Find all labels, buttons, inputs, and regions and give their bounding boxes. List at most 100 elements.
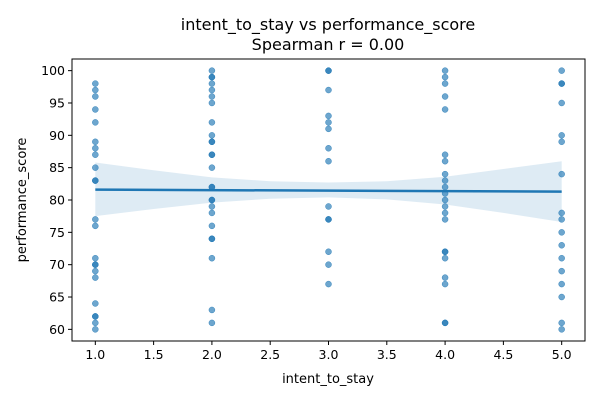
data-point: [558, 326, 565, 333]
data-point: [441, 196, 449, 204]
y-tick-label: 70: [49, 257, 65, 272]
data-point: [441, 170, 449, 178]
data-point: [441, 280, 449, 288]
data-point: [208, 67, 216, 74]
data-point: [208, 119, 216, 126]
data-point: [325, 67, 332, 74]
data-point: [92, 164, 99, 171]
data-point: [208, 222, 216, 230]
data-point: [558, 254, 565, 262]
data-point: [92, 261, 99, 268]
data-point: [558, 229, 565, 236]
data-point: [208, 209, 216, 217]
data-point: [441, 209, 449, 217]
data-point: [441, 216, 449, 223]
y-tick-label: 95: [49, 95, 65, 110]
y-tick-label: 100: [41, 63, 65, 78]
data-point: [92, 177, 99, 184]
data-point: [92, 267, 99, 275]
y-tick-label: 60: [49, 322, 65, 337]
data-point: [208, 73, 216, 81]
data-point: [208, 99, 216, 107]
data-point: [92, 80, 99, 87]
data-point: [325, 280, 332, 288]
data-point: [92, 86, 99, 94]
data-point: [208, 319, 216, 327]
data-point: [325, 145, 332, 152]
data-points: [92, 67, 565, 333]
data-point: [441, 248, 449, 255]
data-point: [441, 183, 449, 191]
data-point: [558, 280, 565, 288]
x-tick-label: 2.0: [202, 347, 222, 362]
data-point: [441, 106, 449, 113]
data-point: [441, 157, 449, 165]
data-point: [558, 80, 565, 87]
data-point: [325, 261, 332, 268]
data-point: [92, 319, 99, 327]
x-axis-ticks: 1.0 1.5 2.0 2.5 3.0 3.5 4.0 4.5 5.0: [85, 341, 572, 362]
regression-line-path: [95, 188, 562, 193]
data-point: [92, 222, 99, 230]
chart-title: intent_to_stay vs performance_score: [181, 15, 476, 35]
data-point: [208, 164, 216, 171]
x-axis-label: intent_to_stay: [282, 372, 374, 387]
data-point: [558, 216, 565, 223]
data-point: [558, 319, 565, 327]
data-point: [92, 274, 99, 281]
data-point: [441, 93, 449, 100]
x-tick-label: 3.0: [319, 347, 339, 362]
data-point: [208, 254, 216, 262]
y-tick-label: 85: [49, 160, 65, 175]
data-point: [325, 112, 332, 120]
data-point: [325, 203, 332, 210]
data-point: [441, 67, 449, 74]
data-point: [558, 209, 565, 217]
x-tick-label: 4.0: [435, 347, 455, 362]
data-point: [92, 313, 99, 320]
regression-line: [95, 188, 562, 193]
x-tick-label: 1.5: [144, 347, 164, 362]
data-point: [441, 319, 449, 327]
y-tick-label: 90: [49, 128, 65, 143]
data-point: [92, 326, 99, 333]
data-point: [441, 274, 449, 281]
data-point: [558, 99, 565, 107]
x-tick-label: 2.5: [260, 347, 280, 362]
y-axis-ticks: 60 65 70 75 80 85 90 95 100: [41, 63, 72, 337]
data-point: [558, 132, 565, 139]
data-point: [441, 151, 449, 158]
data-point: [92, 145, 99, 152]
y-tick-label: 75: [49, 225, 65, 240]
y-tick-label: 65: [49, 290, 65, 305]
x-tick-label: 1.0: [85, 347, 105, 362]
chart-subtitle: Spearman r = 0.00: [252, 35, 405, 54]
data-point: [325, 86, 332, 94]
data-point: [208, 138, 216, 146]
data-point: [208, 86, 216, 94]
data-point: [208, 306, 216, 314]
data-point: [92, 300, 99, 307]
data-point: [558, 170, 565, 178]
data-point: [558, 138, 565, 146]
data-point: [208, 93, 216, 100]
data-point: [92, 151, 99, 158]
data-point: [441, 254, 449, 262]
data-point: [558, 267, 565, 275]
data-point: [208, 203, 216, 210]
data-point: [208, 132, 216, 139]
y-axis-label: performance_score: [15, 138, 30, 263]
data-point: [325, 157, 332, 165]
x-tick-label: 5.0: [552, 347, 572, 362]
data-point: [558, 242, 565, 249]
data-point: [92, 119, 99, 126]
data-point: [325, 248, 332, 255]
data-point: [92, 106, 99, 113]
data-point: [92, 93, 99, 100]
x-tick-label: 4.5: [493, 347, 513, 362]
data-point: [558, 67, 565, 74]
data-point: [92, 254, 99, 262]
data-point: [208, 80, 216, 87]
data-point: [441, 80, 449, 87]
